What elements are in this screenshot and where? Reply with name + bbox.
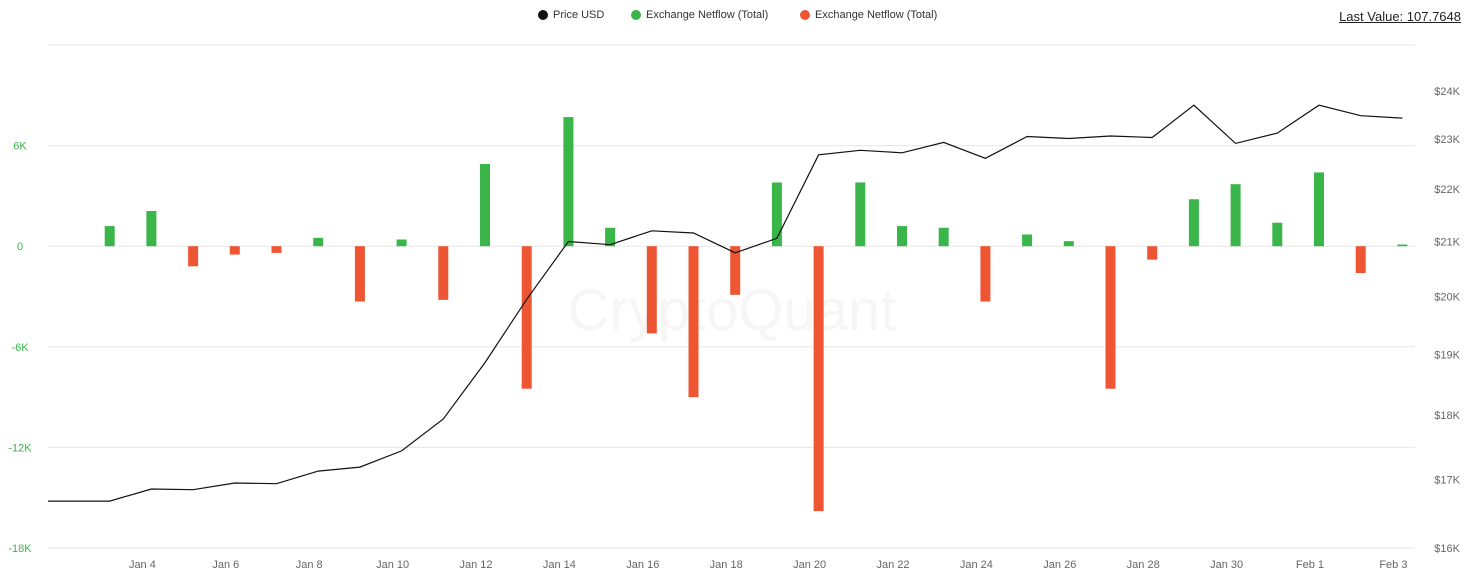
legend-item-netflow-positive[interactable]: Exchange Netflow (Total): [631, 9, 768, 21]
netflow-bar-jan-14[interactable]: [563, 117, 574, 247]
y-left-tick-label: -6K: [11, 342, 29, 354]
netflow-bar-jan-17[interactable]: [688, 246, 699, 398]
y-right-tick-label: $22K: [1434, 184, 1460, 196]
netflow-bar-jan-4[interactable]: [146, 210, 157, 247]
x-tick-label: Jan 8: [296, 559, 323, 571]
netflow-bar-jan-15[interactable]: [605, 227, 616, 247]
netflow-bar-jan-5[interactable]: [188, 246, 199, 267]
x-tick-label: Feb 1: [1296, 559, 1324, 571]
netflow-bar-jan-22[interactable]: [897, 226, 907, 247]
x-tick-label: Jan 10: [376, 559, 409, 571]
y-left-tick-label: -12K: [8, 442, 32, 454]
y-left-tick-label: -18K: [8, 543, 32, 555]
netflow-bar-jan-26[interactable]: [1063, 241, 1074, 247]
x-tick-label: Jan 24: [960, 559, 993, 571]
y-right-tick-label: $21K: [1434, 237, 1460, 249]
y-left-tick-label: 6K: [13, 141, 27, 153]
netflow-bar-jan-13[interactable]: [521, 246, 532, 389]
netflow-bar-jan-16[interactable]: [646, 246, 657, 334]
x-tick-label: Jan 30: [1210, 559, 1243, 571]
netflow-bar-jan-29[interactable]: [1188, 199, 1199, 247]
legend-label-netflow-positive: Exchange Netflow (Total): [646, 9, 769, 21]
netflow-bar-jan-10[interactable]: [396, 239, 407, 247]
x-tick-label: Jan 6: [212, 559, 239, 571]
netflow-bar-feb-1[interactable]: [1314, 172, 1324, 247]
netflow-bar-jan-9[interactable]: [354, 246, 365, 302]
netflow-bars: [104, 117, 1408, 512]
netflow-bar-jan-8[interactable]: [313, 237, 324, 247]
netflow-bar-jan-30[interactable]: [1230, 184, 1241, 247]
legend-label-netflow-negative: Exchange Netflow (Total): [815, 9, 938, 21]
netflow-bar-jan-12[interactable]: [480, 164, 490, 247]
legend-item-price[interactable]: Price USD: [538, 9, 604, 21]
legend-dot-price: [538, 10, 548, 20]
netflow-bar-jan-24[interactable]: [980, 246, 991, 302]
netflow-bar-jan-18[interactable]: [730, 246, 741, 295]
netflow-bar-jan-27[interactable]: [1105, 246, 1116, 389]
netflow-bar-jan-21[interactable]: [855, 182, 866, 247]
x-tick-label: Jan 28: [1127, 559, 1160, 571]
legend-dot-netflow-positive: [631, 10, 641, 20]
y-axis-right: $16K $17K $18K $19K $20K $21K $22K $23K $24K: [1434, 86, 1460, 555]
y-left-tick-label: 0: [17, 241, 23, 253]
netflow-bar-jan-23[interactable]: [938, 227, 949, 247]
netflow-bar-feb-3[interactable]: [1397, 244, 1408, 247]
y-right-tick-label: $16K: [1434, 543, 1460, 555]
legend-label-price: Price USD: [553, 9, 605, 21]
netflow-bar-jan-19[interactable]: [771, 182, 782, 247]
netflow-bar-jan-25[interactable]: [1022, 234, 1033, 247]
x-tick-label: Jan 20: [793, 559, 826, 571]
netflow-bar-jan-20[interactable]: [813, 246, 824, 512]
x-tick-label: Feb 3: [1379, 559, 1407, 571]
y-right-tick-label: $19K: [1434, 349, 1460, 361]
last-value-link[interactable]: Last Value: 107.7648: [1339, 9, 1461, 24]
y-right-tick-label: $18K: [1434, 410, 1460, 422]
x-axis: Jan 4 Jan 6 Jan 8 Jan 10 Jan 12 Jan 14 Jan 16 J…: [129, 559, 1408, 571]
netflow-bar-jan-28[interactable]: [1147, 246, 1158, 260]
netflow-bar-jan-11[interactable]: [438, 246, 449, 300]
y-right-tick-label: $24K: [1434, 86, 1460, 98]
netflow-bar-jan-3[interactable]: [104, 226, 115, 247]
x-tick-label: Jan 16: [626, 559, 659, 571]
y-right-tick-label: $20K: [1434, 292, 1460, 304]
x-tick-label: Jan 4: [129, 559, 156, 571]
x-tick-label: Jan 22: [876, 559, 909, 571]
netflow-bar-feb-2[interactable]: [1355, 246, 1366, 274]
legend-dot-netflow-negative: [800, 10, 810, 20]
netflow-bar-jan-7[interactable]: [271, 246, 282, 253]
x-tick-label: Jan 26: [1043, 559, 1076, 571]
y-right-tick-label: $17K: [1434, 475, 1460, 487]
netflow-bar-jan-6[interactable]: [229, 246, 240, 255]
y-axis-left: 6K 0 -6K -12K -18K: [8, 141, 32, 555]
legend: Price USD Exchange Netflow (Total) Excha…: [0, 9, 1482, 27]
x-tick-label: Jan 18: [710, 559, 743, 571]
y-right-tick-label: $23K: [1434, 134, 1460, 146]
netflow-bar-jan-31[interactable]: [1272, 222, 1283, 247]
x-tick-label: Jan 12: [459, 559, 492, 571]
price-line: [48, 104, 1403, 502]
legend-item-netflow-negative[interactable]: Exchange Netflow (Total): [800, 9, 937, 21]
x-tick-label: Jan 14: [543, 559, 576, 571]
